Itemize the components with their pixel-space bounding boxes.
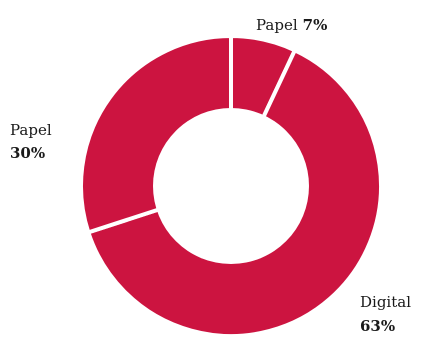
slice-label-value-1: 63%	[360, 317, 395, 335]
slice-label-value-2: 30%	[10, 144, 45, 162]
slice-label-name-2: Papel	[10, 121, 52, 139]
slice-label-value-0: 7%	[303, 16, 328, 34]
slice-label-1: Digital 63%	[360, 293, 411, 335]
slice-labels: Papel 7% Digital 63% Papel 30%	[10, 16, 411, 335]
slice-label-name-1: Digital	[360, 293, 411, 311]
slice-label-2: Papel 30%	[10, 121, 52, 162]
slice-label-name-0: Papel	[256, 16, 298, 34]
donut-hole	[153, 108, 309, 264]
slice-label-0: Papel 7%	[256, 16, 327, 34]
